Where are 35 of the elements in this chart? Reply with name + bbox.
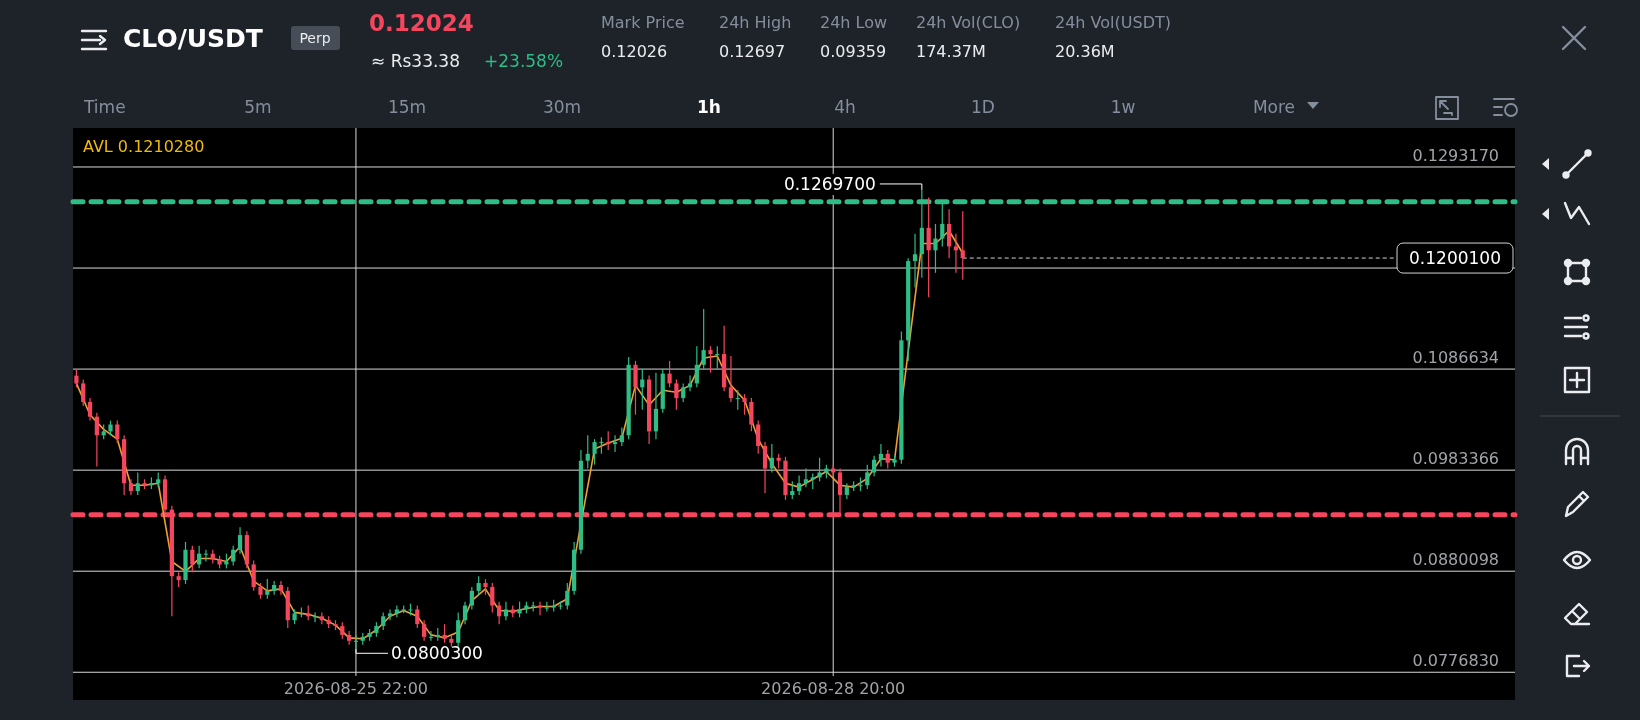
y-tick-label: 0.0983366: [1412, 449, 1499, 469]
annotation: 0.1269700: [783, 173, 876, 194]
ref-line-label: 0.1200100: [1409, 248, 1501, 269]
y-tick-label: 0.1086634: [1412, 348, 1499, 368]
text: 4h: [834, 97, 856, 117]
text: Mark Price: [601, 13, 685, 32]
y-tick-label: 0.0880098: [1412, 550, 1499, 570]
text: 0.12024: [369, 10, 474, 36]
text: 30m: [542, 97, 582, 117]
text: 24h Vol(USDT): [1055, 13, 1171, 32]
text: 24h Vol(CLO): [916, 13, 1021, 32]
x-tick-label: 2026-08-28 20:00: [761, 679, 906, 698]
chart-title: CLO/USDT: [123, 24, 263, 53]
text: +23.58%: [484, 51, 564, 71]
text: 20.36M: [1055, 42, 1115, 61]
x-tick-label: 2026-08-25 22:00: [283, 679, 429, 698]
text: 24h High: [719, 13, 792, 32]
text: 1w: [1110, 97, 1136, 117]
y-tick-label: 0.0776830: [1412, 651, 1499, 671]
text: 0.12697: [719, 42, 786, 61]
text: Perp: [299, 30, 331, 46]
annotation: AVL 0.1210280: [83, 137, 205, 156]
text: Time: [83, 97, 126, 117]
annotation: 0.0800300: [390, 643, 483, 664]
text: More: [1252, 97, 1296, 117]
text: 174.37M: [916, 42, 986, 61]
text: 0.12026: [601, 42, 668, 61]
text: 5m: [244, 97, 272, 117]
y-tick-label: 0.1293170: [1412, 145, 1499, 165]
text: 0.09359: [820, 42, 887, 61]
text: 24h Low: [820, 13, 888, 32]
text: 1h: [697, 97, 721, 117]
text: 1D: [971, 97, 995, 117]
text: 15m: [387, 97, 427, 117]
text: ≈ Rs33.38: [371, 51, 460, 71]
